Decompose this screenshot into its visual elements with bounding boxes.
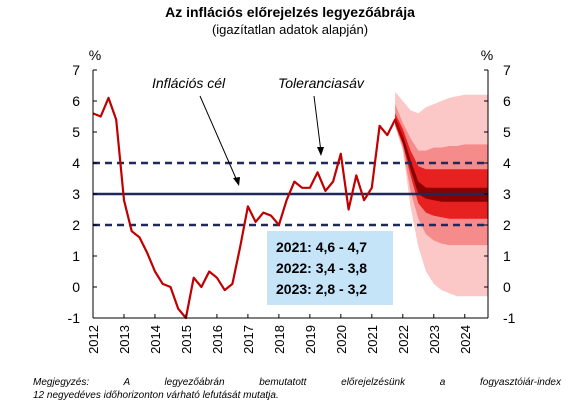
target-arrow-head: [233, 177, 240, 186]
fan-chart: -1 -1 0 0 1 1 2 2 3 3 4 4 5 5 6 6 7 7% % 2012 2013 2014 2015 20…: [68, 47, 516, 354]
x-tick-label: 2019: [303, 325, 318, 354]
target-arrow-line: [199, 95, 239, 184]
y-tick-label-right: 0: [503, 279, 511, 295]
y-tick-label-right: -1: [503, 310, 516, 326]
x-tick-label: 2016: [210, 325, 225, 354]
x-tick-label: 2021: [365, 325, 380, 354]
y-tick-label-left: 3: [72, 186, 80, 202]
tolerance-annotation: Toleranciasáv: [278, 75, 365, 91]
y-tick-label-left: 2: [72, 217, 80, 233]
annotations: Inflációs cél Toleranciasáv 2021: 4,6 - 4,…: [152, 75, 393, 305]
y-tick-label-right: 2: [503, 217, 511, 233]
x-tick-label: 2015: [179, 325, 194, 354]
y-tick-label-left: 7: [72, 62, 80, 78]
y-tick-label-right: 1: [503, 248, 511, 264]
tolerance-arrow-head: [317, 147, 324, 156]
x-tick-label: 2017: [241, 325, 256, 354]
x-tick-label: 2023: [427, 325, 442, 354]
y-tick-label-left: 5: [72, 124, 80, 140]
x-tick-label: 2020: [334, 325, 349, 354]
y-unit-right: %: [481, 47, 493, 63]
y-tick-label-right: 3: [503, 186, 511, 202]
x-tick-label: 2024: [458, 325, 473, 354]
y-tick-label-left: -1: [68, 310, 81, 326]
y-tick-label-left: 0: [72, 279, 80, 295]
y-tick-label-left: 4: [72, 155, 80, 171]
chart-title: Az inflációs előrejelzés legyezőábrája: [165, 4, 415, 20]
series-line-1: [92, 96, 404, 320]
x-tick-label: 2012: [86, 325, 101, 354]
y-tick-label-left: 6: [72, 93, 80, 109]
y-tick-label-right: 4: [503, 155, 511, 171]
forecast-box-line-3: 2023: 2,8 - 3,2: [276, 281, 367, 297]
tolerance-arrow-line: [313, 95, 322, 153]
x-tick-label: 2014: [148, 325, 163, 354]
y-tick-label-right: 6: [503, 93, 511, 109]
y-tick-label-right: 5: [503, 124, 511, 140]
footnote: Megjegyzés: A legyezőábrán bemutatott el…: [33, 376, 561, 402]
reference-lines: [93, 161, 488, 227]
target-annotation: Inflációs cél: [152, 75, 226, 91]
footnote-line-1: Megjegyzés: A legyezőábrán bemutatott el…: [33, 377, 561, 388]
footnote-line-2: 12 negyedéves időhorizonton várható lefu…: [33, 390, 279, 401]
y-unit-left: %: [89, 47, 101, 63]
x-tick-label: 2013: [117, 325, 132, 354]
forecast-box: [267, 231, 393, 305]
x-tick-label: 2018: [272, 325, 287, 354]
forecast-box-line-1: 2021: 4,6 - 4,7: [276, 239, 367, 255]
x-tick-label: 2022: [396, 325, 411, 354]
y-tick-label-left: 1: [72, 248, 80, 264]
axes: -1 -1 0 0 1 1 2 2 3 3 4 4 5 5 6 6 7 7% % 2012 2013 2014 2015 20…: [68, 47, 516, 354]
forecast-box-line-2: 2022: 3,4 - 3,8: [276, 260, 367, 276]
cpi-series: [92, 96, 404, 320]
y-tick-label-right: 7: [503, 62, 511, 78]
chart-subtitle: (igazítatlan adatok alapján): [211, 22, 369, 37]
